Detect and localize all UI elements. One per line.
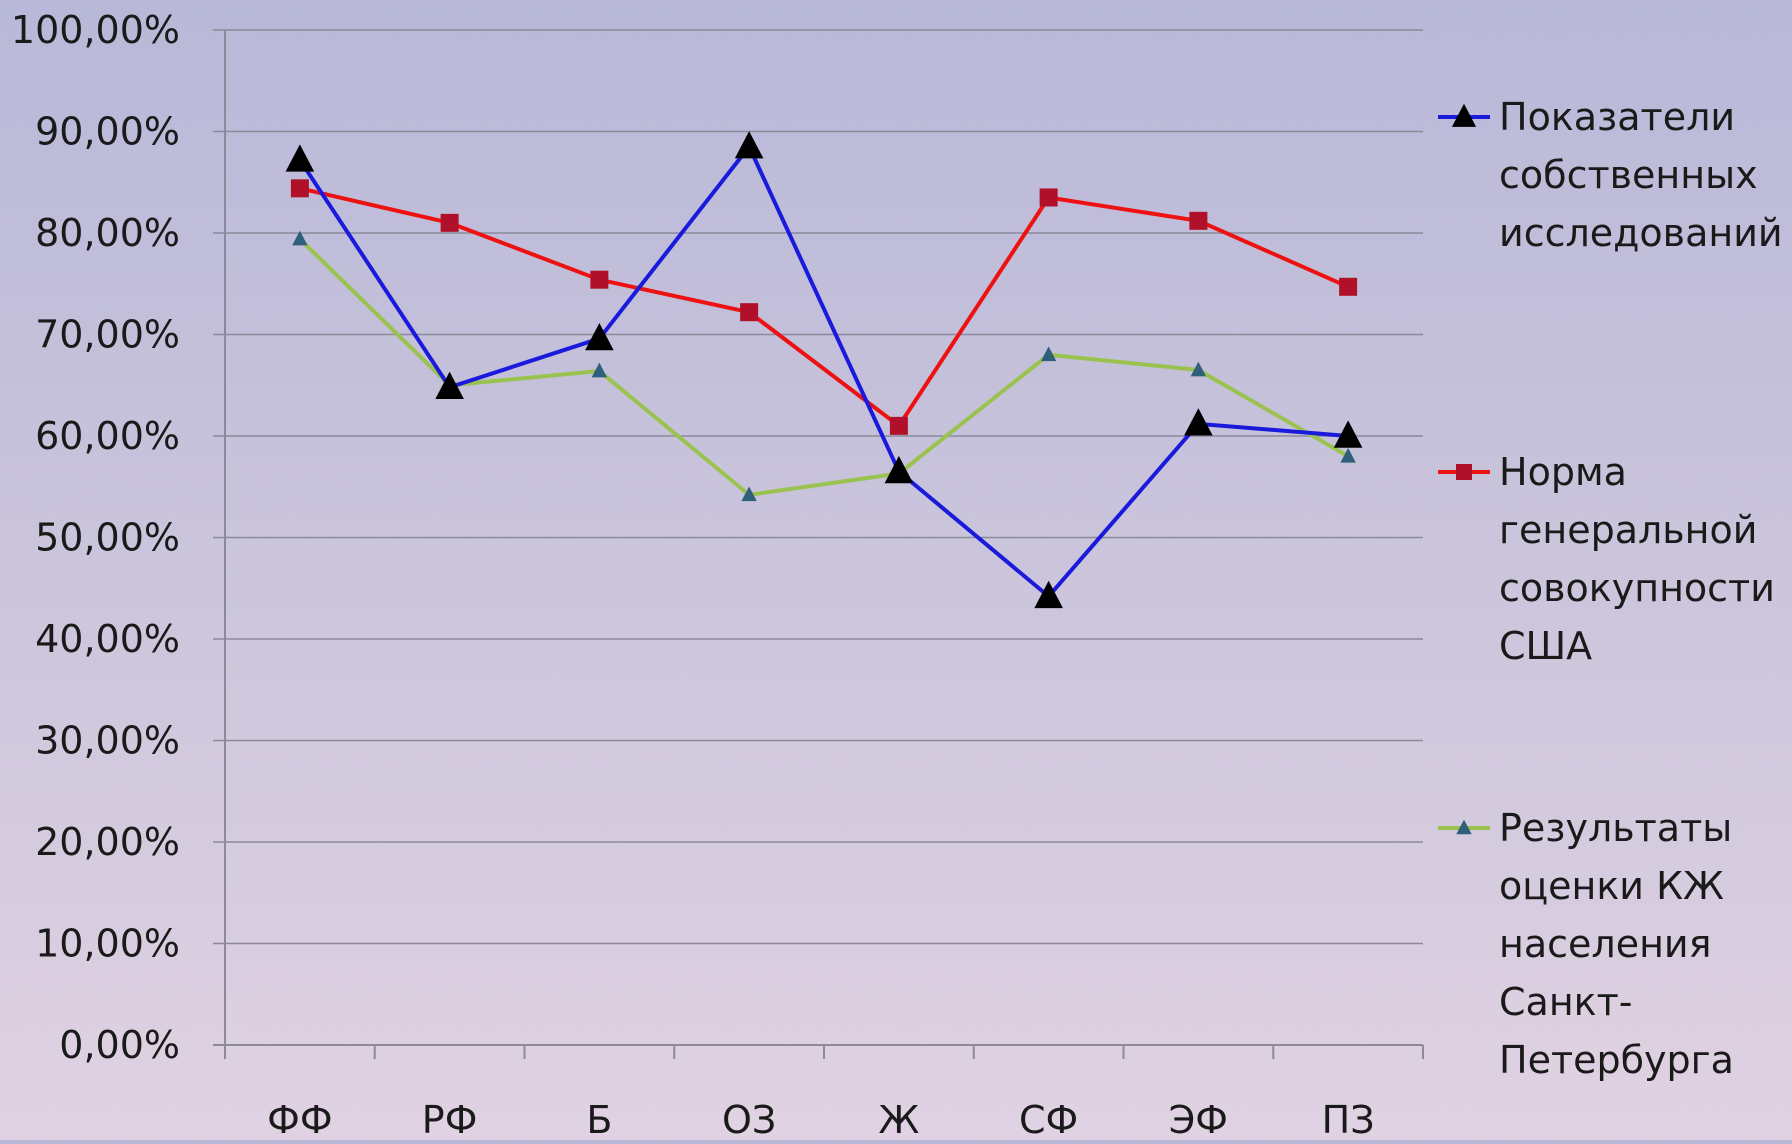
- y-tick-label: 10,00%: [35, 922, 180, 966]
- x-tick-label: РФ: [422, 1098, 478, 1140]
- data-point-1: [440, 213, 459, 232]
- data-point-2: [741, 486, 757, 502]
- series-line-0: [298, 144, 1349, 599]
- y-tick-label: 80,00%: [35, 211, 180, 255]
- x-tick-label: ФФ: [267, 1098, 332, 1140]
- data-point-1: [889, 416, 908, 435]
- legend-label: населения: [1499, 922, 1711, 966]
- series-markers: [285, 131, 1363, 609]
- series-line-1: [299, 186, 1349, 428]
- legend-swatch-marker: [1456, 464, 1472, 480]
- legend-label: США: [1499, 624, 1592, 668]
- legend-label: Результаты: [1499, 806, 1732, 850]
- data-point-0: [285, 144, 315, 172]
- legend-label: Санкт-: [1499, 980, 1632, 1024]
- data-point-2: [591, 362, 608, 378]
- legend-label: исследований: [1499, 211, 1783, 255]
- data-point-1: [1339, 277, 1358, 296]
- y-tick-label: 20,00%: [35, 820, 180, 864]
- data-point-1: [290, 179, 309, 198]
- series-line-2: [298, 237, 1350, 497]
- data-point-1: [1039, 188, 1058, 207]
- data-point-0: [1333, 420, 1363, 448]
- legend-label: Норма: [1499, 450, 1627, 494]
- x-tick-label: ОЗ: [722, 1098, 776, 1140]
- y-tick-label: 0,00%: [59, 1023, 180, 1067]
- legend-label: Показатели: [1499, 95, 1735, 139]
- data-point-2: [1340, 447, 1356, 463]
- legend-swatch-marker: [1456, 819, 1472, 835]
- data-point-0: [1034, 580, 1063, 609]
- data-point-1: [1189, 211, 1208, 230]
- data-point-0: [884, 455, 914, 484]
- y-tick-label: 50,00%: [35, 516, 180, 560]
- y-tick-label: 40,00%: [35, 617, 180, 661]
- legend-label: Петербурга: [1499, 1038, 1734, 1082]
- legend-label: совокупности: [1499, 566, 1775, 610]
- data-point-0: [1184, 408, 1213, 436]
- y-tick-label: 90,00%: [35, 110, 180, 154]
- x-tick-label: СФ: [1019, 1098, 1078, 1140]
- data-point-0: [734, 131, 764, 159]
- legend-label: собственных: [1499, 153, 1758, 197]
- legend-swatch-marker: [1451, 103, 1477, 127]
- series-lines: [298, 144, 1350, 599]
- x-tick-label: Б: [586, 1098, 612, 1140]
- y-tick-label: 70,00%: [35, 313, 180, 357]
- axes: 0,00% 10,00% 20,00% 30,00% 40,00% 50,00% 60,00…: [11, 8, 1424, 1142]
- data-point-2: [1190, 361, 1207, 377]
- legend-label: генеральной: [1499, 508, 1757, 552]
- x-tick-label: Ж: [878, 1098, 919, 1140]
- x-tick-label: ПЗ: [1322, 1098, 1375, 1140]
- y-tick-label: 60,00%: [35, 414, 180, 458]
- y-tick-label: 30,00%: [35, 719, 180, 763]
- data-point-1: [740, 303, 759, 322]
- legend: Показатели собственных исследований Норма ге…: [1438, 95, 1783, 1082]
- data-point-1: [590, 270, 609, 289]
- y-tick-label: 100,00%: [11, 8, 180, 52]
- data-point-2: [1040, 346, 1057, 362]
- data-point-2: [292, 230, 308, 246]
- data-point-0: [585, 322, 614, 351]
- x-tick-label: ЭФ: [1169, 1098, 1228, 1140]
- data-point-0: [435, 371, 464, 399]
- legend-label: оценки КЖ: [1499, 864, 1724, 908]
